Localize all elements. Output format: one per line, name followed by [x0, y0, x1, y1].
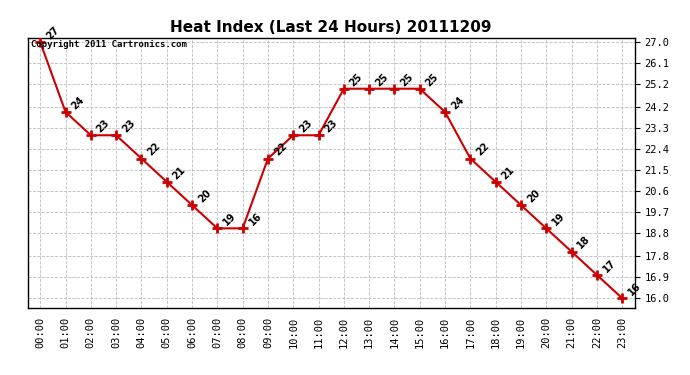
Title: Heat Index (Last 24 Hours) 20111209: Heat Index (Last 24 Hours) 20111209: [170, 20, 492, 35]
Text: 18: 18: [575, 234, 593, 251]
Text: 24: 24: [70, 94, 86, 111]
Text: 25: 25: [373, 71, 390, 88]
Text: 17: 17: [601, 258, 618, 274]
Text: 21: 21: [500, 164, 516, 181]
Text: 24: 24: [449, 94, 466, 111]
Text: 20: 20: [525, 188, 542, 204]
Text: 27: 27: [44, 25, 61, 41]
Text: 25: 25: [424, 71, 440, 88]
Text: 25: 25: [348, 71, 364, 88]
Text: 22: 22: [272, 141, 288, 158]
Text: 22: 22: [146, 141, 162, 158]
Text: 23: 23: [323, 118, 339, 135]
Text: 19: 19: [551, 211, 567, 228]
Text: Copyright 2011 Cartronics.com: Copyright 2011 Cartronics.com: [30, 40, 186, 49]
Text: 16: 16: [247, 211, 264, 228]
Text: 23: 23: [297, 118, 314, 135]
Text: 20: 20: [196, 188, 213, 204]
Text: 19: 19: [221, 211, 238, 228]
Text: 22: 22: [475, 141, 491, 158]
Text: 25: 25: [399, 71, 415, 88]
Text: 23: 23: [95, 118, 112, 135]
Text: 21: 21: [171, 164, 188, 181]
Text: 16: 16: [627, 281, 643, 297]
Text: 23: 23: [120, 118, 137, 135]
